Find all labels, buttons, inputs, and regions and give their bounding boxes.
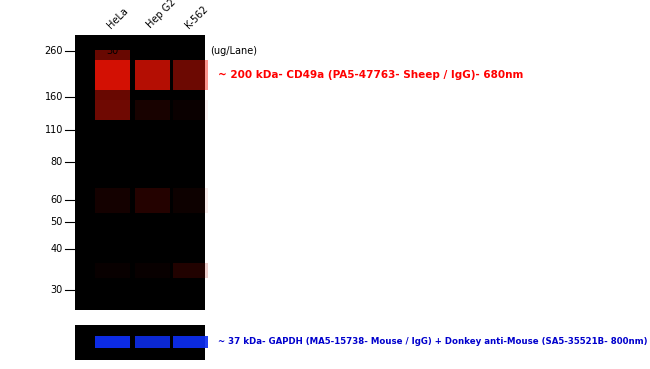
Bar [75, 35, 205, 310]
Text: ~ 37 kDa- GAPDH (MA5-15738- Mouse / IgG) + Donkey anti-Mouse (SA5-35521B- 800nm): ~ 37 kDa- GAPDH (MA5-15738- Mouse / IgG)… [218, 338, 647, 346]
Text: 50: 50 [51, 217, 63, 227]
Bar [135, 100, 170, 120]
Text: 110: 110 [45, 125, 63, 135]
Text: Hep G2: Hep G2 [145, 0, 178, 30]
Text: 40: 40 [51, 244, 63, 254]
Text: 160: 160 [45, 92, 63, 102]
Bar [172, 60, 207, 90]
Bar [94, 336, 129, 348]
Text: 30: 30 [146, 46, 158, 56]
Text: (ug/Lane): (ug/Lane) [210, 46, 257, 56]
Bar [94, 187, 129, 213]
Bar [94, 262, 129, 277]
Text: K-562: K-562 [183, 3, 209, 30]
Text: ~ 200 kDa- CD49a (PA5-47763- Sheep / IgG)- 680nm: ~ 200 kDa- CD49a (PA5-47763- Sheep / IgG… [218, 70, 523, 80]
Bar [135, 336, 170, 348]
Bar [135, 60, 170, 90]
Bar [75, 325, 205, 360]
Bar [94, 50, 129, 100]
Text: 80: 80 [51, 157, 63, 167]
Text: 60: 60 [51, 195, 63, 205]
Bar [94, 60, 129, 90]
Bar [172, 336, 207, 348]
Text: 30: 30 [106, 46, 118, 56]
Bar [172, 100, 207, 120]
Text: HeLa: HeLa [105, 5, 129, 30]
Bar [172, 262, 207, 277]
Text: 30: 30 [184, 46, 196, 56]
Text: 260: 260 [44, 46, 63, 56]
Bar [172, 187, 207, 213]
Text: 30: 30 [51, 285, 63, 295]
Bar [135, 187, 170, 213]
Bar [135, 262, 170, 277]
Bar [94, 100, 129, 120]
